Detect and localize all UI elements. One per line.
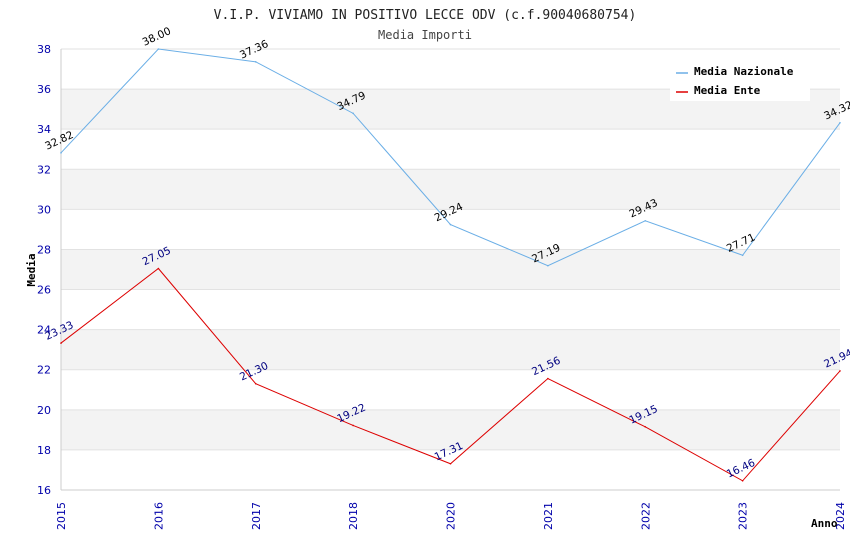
grid-band xyxy=(61,249,840,290)
data-point xyxy=(449,462,452,465)
grid-band xyxy=(61,169,840,210)
data-point xyxy=(547,264,549,267)
y-tick-label: 24 xyxy=(37,324,51,337)
data-point xyxy=(547,377,549,380)
x-tick-label: 2020 xyxy=(445,502,458,530)
y-tick-labels: 16 18 20 22 24 26 28 30 32 34 36 38 xyxy=(37,43,51,497)
data-point xyxy=(839,370,841,372)
data-label: 37.36 xyxy=(238,38,271,62)
legend-box xyxy=(670,61,810,101)
gridlines xyxy=(61,48,840,491)
chart-subtitle: Media Importi xyxy=(378,28,472,42)
data-label: 16.46 xyxy=(725,457,758,481)
y-tick-label: 18 xyxy=(37,444,51,457)
x-tick-label: 2021 xyxy=(542,502,555,530)
data-label: 38.00 xyxy=(141,25,173,49)
data-point xyxy=(644,219,647,222)
data-point xyxy=(741,254,744,257)
x-axis-label: Anno xyxy=(811,517,838,530)
x-tick-label: 2018 xyxy=(347,502,360,530)
y-tick-label: 28 xyxy=(37,243,51,256)
legend: Media Nazionale Media Ente xyxy=(670,61,810,101)
grid-band xyxy=(61,329,840,370)
x-tick-label: 2017 xyxy=(250,502,263,530)
grid-band xyxy=(61,409,840,450)
y-tick-label: 36 xyxy=(37,83,51,96)
y-tick-label: 16 xyxy=(37,484,51,497)
legend-label-media-ente: Media Ente xyxy=(694,84,761,97)
chart-title: V.I.P. VIVIAMO IN POSITIVO LECCE ODV (c.… xyxy=(214,8,637,23)
data-point xyxy=(254,61,257,63)
y-tick-label: 38 xyxy=(37,43,51,56)
y-tick-label: 30 xyxy=(37,203,51,216)
data-point xyxy=(254,382,257,385)
x-tick-label: 2015 xyxy=(55,502,68,530)
x-tick-labels: 2015 2016 2017 2018 2020 2021 2022 2023 2024 xyxy=(55,502,847,530)
y-tick-label: 32 xyxy=(37,163,51,176)
data-point xyxy=(60,342,62,344)
y-tick-label: 22 xyxy=(37,364,51,377)
data-point xyxy=(352,112,354,115)
data-point xyxy=(60,152,62,154)
x-tick-label: 2016 xyxy=(152,502,165,530)
data-point xyxy=(644,426,647,428)
x-tick-label: 2024 xyxy=(834,502,847,530)
data-point xyxy=(839,121,841,124)
series-lines xyxy=(60,48,841,482)
data-point xyxy=(157,267,160,270)
grid-bands xyxy=(61,89,840,450)
data-point xyxy=(352,424,354,427)
y-axis-label: Media xyxy=(25,253,38,286)
y-tick-label: 20 xyxy=(37,404,51,417)
data-point xyxy=(449,223,452,226)
data-point xyxy=(157,48,160,50)
legend-label-media-nazionale: Media Nazionale xyxy=(694,65,794,78)
y-tick-label: 26 xyxy=(37,284,51,297)
data-point xyxy=(741,479,744,482)
x-tick-label: 2022 xyxy=(639,502,652,530)
y-tick-label: 34 xyxy=(37,123,51,136)
x-tick-label: 2023 xyxy=(737,502,750,530)
